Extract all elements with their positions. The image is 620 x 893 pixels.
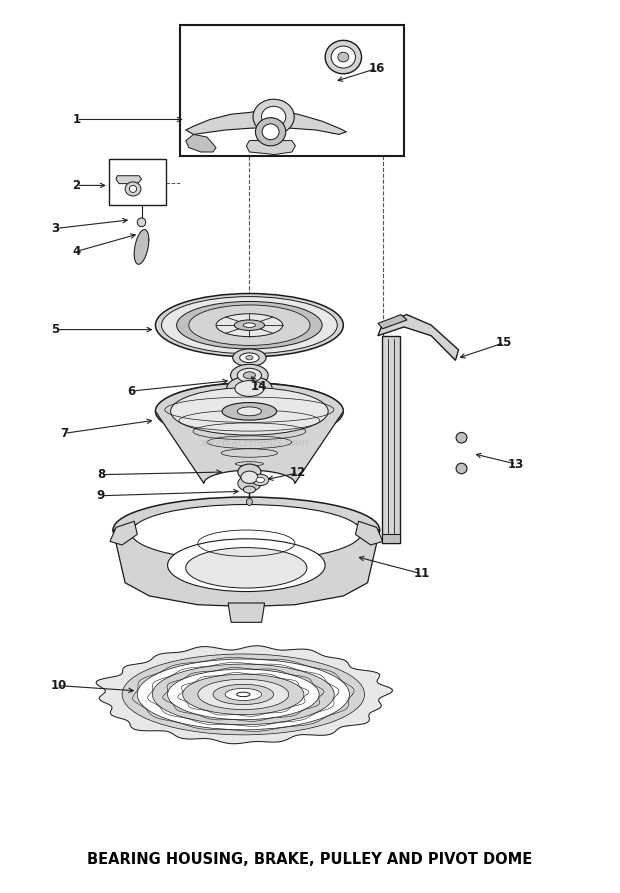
Text: 9: 9 bbox=[97, 489, 105, 502]
Ellipse shape bbox=[227, 376, 272, 401]
Text: 4: 4 bbox=[73, 245, 81, 258]
Ellipse shape bbox=[241, 472, 258, 483]
Text: 1: 1 bbox=[73, 113, 81, 126]
Polygon shape bbox=[96, 646, 392, 744]
Ellipse shape bbox=[243, 486, 255, 493]
Ellipse shape bbox=[240, 353, 259, 363]
Ellipse shape bbox=[238, 475, 261, 491]
Ellipse shape bbox=[183, 674, 304, 714]
Ellipse shape bbox=[253, 99, 294, 135]
Ellipse shape bbox=[338, 52, 349, 62]
Ellipse shape bbox=[331, 46, 355, 68]
Ellipse shape bbox=[130, 186, 136, 192]
Ellipse shape bbox=[186, 547, 307, 588]
Polygon shape bbox=[186, 135, 216, 152]
Ellipse shape bbox=[167, 538, 325, 591]
Polygon shape bbox=[381, 534, 400, 543]
Ellipse shape bbox=[153, 664, 334, 725]
Text: 6: 6 bbox=[127, 385, 135, 397]
Ellipse shape bbox=[177, 302, 322, 349]
Ellipse shape bbox=[222, 403, 277, 420]
Text: 12: 12 bbox=[290, 466, 306, 480]
Ellipse shape bbox=[456, 432, 467, 443]
Ellipse shape bbox=[125, 182, 141, 196]
Ellipse shape bbox=[232, 349, 266, 366]
Text: 16: 16 bbox=[368, 62, 385, 75]
Ellipse shape bbox=[256, 477, 265, 482]
Ellipse shape bbox=[262, 124, 279, 139]
Ellipse shape bbox=[246, 355, 253, 360]
Polygon shape bbox=[156, 383, 343, 483]
Ellipse shape bbox=[113, 497, 379, 563]
Ellipse shape bbox=[243, 371, 255, 379]
Ellipse shape bbox=[456, 463, 467, 474]
Ellipse shape bbox=[262, 106, 286, 128]
Polygon shape bbox=[186, 110, 347, 135]
Ellipse shape bbox=[234, 320, 265, 330]
Polygon shape bbox=[355, 522, 383, 545]
Text: 14: 14 bbox=[250, 380, 267, 393]
Text: 11: 11 bbox=[414, 567, 430, 580]
Ellipse shape bbox=[246, 498, 252, 505]
Text: 10: 10 bbox=[50, 679, 66, 692]
Polygon shape bbox=[378, 314, 407, 329]
Polygon shape bbox=[378, 314, 459, 361]
Ellipse shape bbox=[161, 296, 337, 354]
Ellipse shape bbox=[198, 680, 289, 710]
Ellipse shape bbox=[238, 464, 261, 480]
Ellipse shape bbox=[237, 407, 262, 416]
Text: 7: 7 bbox=[61, 427, 69, 440]
Polygon shape bbox=[113, 522, 379, 606]
FancyBboxPatch shape bbox=[108, 159, 166, 204]
Polygon shape bbox=[135, 230, 149, 264]
Ellipse shape bbox=[156, 383, 343, 440]
Text: 8: 8 bbox=[97, 468, 105, 481]
Text: 5: 5 bbox=[51, 323, 60, 336]
Ellipse shape bbox=[122, 654, 365, 735]
Ellipse shape bbox=[137, 659, 350, 730]
Text: 15: 15 bbox=[496, 337, 512, 349]
Polygon shape bbox=[110, 522, 137, 545]
Ellipse shape bbox=[131, 505, 361, 561]
Ellipse shape bbox=[243, 323, 255, 328]
Ellipse shape bbox=[167, 669, 319, 720]
Text: 2: 2 bbox=[73, 179, 81, 192]
Ellipse shape bbox=[231, 364, 268, 387]
Ellipse shape bbox=[156, 294, 343, 357]
Ellipse shape bbox=[237, 692, 250, 697]
Ellipse shape bbox=[325, 40, 361, 74]
Ellipse shape bbox=[137, 218, 146, 227]
Polygon shape bbox=[246, 140, 296, 154]
Ellipse shape bbox=[213, 684, 273, 705]
Text: 13: 13 bbox=[508, 457, 524, 471]
Ellipse shape bbox=[170, 388, 328, 435]
Ellipse shape bbox=[255, 118, 286, 146]
Ellipse shape bbox=[188, 305, 310, 346]
Text: eReplaceme⁣⁣⁣⁣⁣nts.com: eReplaceme⁣⁣⁣⁣⁣nts.com bbox=[202, 438, 309, 448]
Text: BEARING HOUSING, BRAKE, PULLEY AND PIVOT DOME: BEARING HOUSING, BRAKE, PULLEY AND PIVOT… bbox=[87, 852, 533, 867]
Polygon shape bbox=[228, 603, 265, 622]
Polygon shape bbox=[381, 336, 400, 543]
Ellipse shape bbox=[225, 689, 262, 700]
Text: 3: 3 bbox=[51, 222, 60, 235]
FancyBboxPatch shape bbox=[180, 24, 404, 156]
Ellipse shape bbox=[235, 380, 264, 396]
Ellipse shape bbox=[252, 474, 269, 486]
Ellipse shape bbox=[216, 313, 283, 337]
Polygon shape bbox=[116, 176, 141, 184]
Ellipse shape bbox=[237, 368, 262, 382]
